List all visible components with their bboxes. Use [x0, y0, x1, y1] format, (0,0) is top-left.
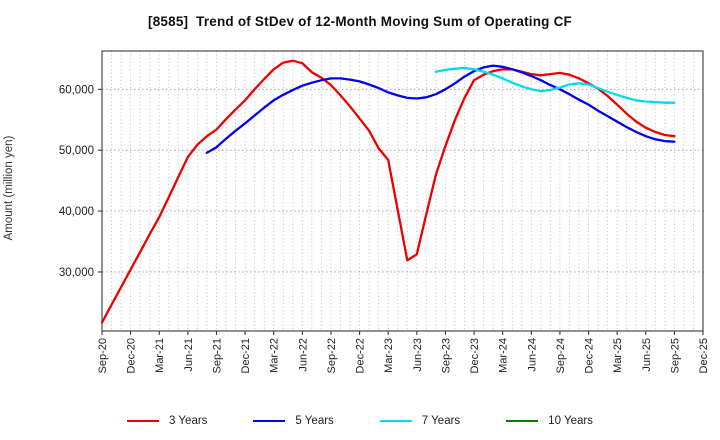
x-tick-label: Sep-21 — [211, 338, 223, 373]
legend-item-7-years: 7 Years — [379, 415, 461, 427]
legend-label: 5 Years — [295, 415, 334, 427]
x-tick-label: Jun-25 — [641, 338, 653, 372]
series-line-7-years — [434, 66, 676, 104]
x-tick-label: Dec-21 — [240, 338, 252, 373]
legend-label: 10 Years — [548, 415, 593, 427]
legend-line-swatch — [127, 420, 160, 422]
x-tick-label: Jun-22 — [297, 338, 309, 372]
x-tick-label: Dec-24 — [584, 338, 596, 373]
chart-legend: 3 Years 5 Years 7 Years 10 Years — [0, 408, 720, 434]
x-tick-label: Sep-25 — [669, 338, 681, 373]
legend-item-5-years: 5 Years — [253, 415, 334, 427]
x-tick-label: Mar-22 — [269, 338, 281, 373]
x-tick-label: Dec-25 — [698, 338, 710, 373]
y-tick-label: 40,000 — [59, 206, 94, 218]
series-line-5-years — [205, 64, 676, 154]
legend-line-swatch — [506, 420, 539, 422]
plot-border — [101, 50, 704, 332]
x-tick-label: Sep-24 — [555, 338, 567, 373]
legend-label: 3 Years — [169, 415, 208, 427]
x-tick-label: Sep-22 — [326, 338, 338, 373]
legend-line-swatch — [379, 420, 412, 422]
horizontal-gridlines — [102, 88, 703, 273]
x-tick-label: Jun-21 — [183, 338, 195, 372]
x-tick-labels: Sep-20 Dec-20 Mar-21 Jun-21 Sep-21 Dec-21 Mar-… — [97, 331, 710, 373]
legend-item-10-years: 10 Years — [506, 415, 593, 427]
x-tick-label: Dec-23 — [469, 338, 481, 373]
x-tick-label: Jun-23 — [412, 338, 424, 372]
y-tick-label: 30,000 — [59, 267, 94, 279]
chart-title: [8585] Trend of StDev of 12-Month Moving… — [148, 14, 572, 29]
legend-line-swatch — [253, 420, 286, 422]
series-line-3-years — [100, 59, 676, 324]
y-tick-labels: 30,000 40,000 50,000 60,000 — [59, 84, 102, 279]
y-tick-label: 60,000 — [59, 84, 94, 96]
x-tick-label: Sep-20 — [97, 338, 109, 373]
x-tick-label: Mar-24 — [498, 338, 510, 373]
x-tick-label: Dec-22 — [355, 338, 367, 373]
legend-label: 7 Years — [421, 415, 461, 427]
x-tick-label: Dec-20 — [126, 338, 138, 373]
x-tick-label: Mar-23 — [383, 338, 395, 373]
x-tick-label: Sep-23 — [440, 338, 452, 373]
x-tick-label: Mar-25 — [612, 338, 624, 373]
y-tick-label: 50,000 — [59, 145, 94, 157]
x-tick-label: Mar-21 — [154, 338, 166, 373]
legend-item-3-years: 3 Years — [127, 415, 207, 427]
x-tick-label: Jun-24 — [526, 338, 538, 372]
